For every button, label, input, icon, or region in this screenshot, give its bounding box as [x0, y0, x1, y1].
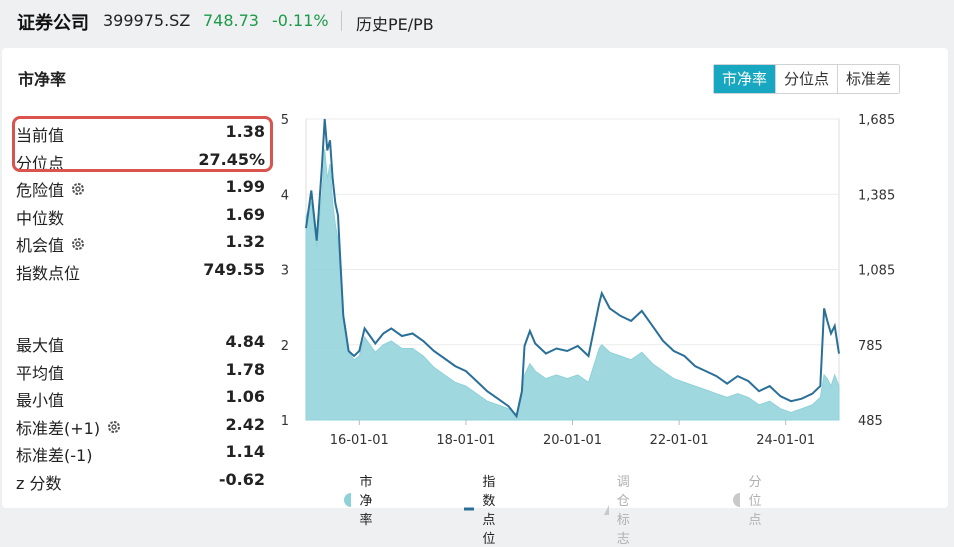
- stat-value: 749.55: [203, 259, 265, 279]
- stat-row: 标准差(+1) 2.42: [16, 412, 268, 438]
- y-right-tick: 785: [858, 339, 883, 354]
- stat-value: 27.45%: [198, 149, 265, 169]
- stat-label: 最大值: [16, 332, 64, 356]
- tab-pb[interactable]: 市净率: [714, 65, 776, 93]
- stat-value: 1.99: [225, 177, 265, 196]
- y-right-tick: 1,085: [858, 264, 895, 279]
- stat-label-text: 平均值: [16, 363, 65, 383]
- stat-label-text: 当前值: [16, 126, 65, 145]
- circle-icon: [733, 492, 741, 507]
- index-price: 748.73: [203, 11, 259, 30]
- stat-row: 标准差(-1) 1.14: [16, 439, 268, 465]
- legend-label: 市净率: [359, 475, 373, 528]
- y-left-tick: 1: [281, 414, 289, 429]
- tab-percentile[interactable]: 分位点: [775, 65, 838, 93]
- gear-icon[interactable]: [70, 181, 86, 197]
- index-code: 399975.SZ: [103, 11, 191, 30]
- gear-icon[interactable]: [70, 236, 86, 252]
- stat-label-text: 中位数: [16, 208, 65, 228]
- stat-row: 最小值 1.06: [16, 384, 268, 410]
- legend-index[interactable]: 指数点位: [464, 471, 507, 547]
- stat-row: 最大值 4.84: [16, 329, 268, 355]
- gear-icon[interactable]: [106, 419, 122, 435]
- stat-row: 平均值 1.78: [16, 357, 268, 383]
- stat-row: 危险值 1.99: [16, 174, 268, 200]
- stat-value: 1.78: [225, 359, 265, 379]
- stat-label-text: 机会值: [16, 236, 65, 255]
- view-tabs: 市净率 分位点 标准差: [713, 64, 901, 94]
- y-left-tick: 2: [281, 339, 289, 354]
- legend-rebalance[interactable]: 调仓标志: [603, 471, 638, 547]
- stat-label: 中位数: [16, 205, 64, 229]
- stat-label: 平均值: [16, 360, 64, 384]
- stat-row: 分位点 27.45%: [16, 147, 268, 173]
- stat-label-text: z 分数: [16, 473, 62, 493]
- index-name: 证券公司: [17, 13, 89, 34]
- stat-label-text: 标准差(+1): [16, 418, 101, 438]
- stat-label: 标准差(+1): [16, 415, 122, 439]
- history-pe-pb-link[interactable]: 历史PE/PB: [356, 15, 434, 34]
- stat-row: 机会值 1.32: [16, 229, 268, 255]
- stat-value: 1.06: [225, 387, 265, 406]
- filled-circle-icon: [344, 492, 352, 507]
- stat-value: 1.32: [225, 232, 265, 251]
- x-tick-label: 16-01-01: [330, 433, 389, 448]
- stat-row: 指数点位 749.55: [16, 257, 268, 283]
- x-tick-label: 24-01-01: [756, 433, 815, 448]
- stat-value: 2.42: [225, 414, 265, 434]
- stat-value: -0.62: [218, 469, 265, 489]
- header-divider: [341, 11, 342, 31]
- y-left-tick: 5: [281, 113, 289, 128]
- legend-pb[interactable]: 市净率: [343, 471, 380, 528]
- x-tick-label: 18-01-01: [436, 433, 495, 448]
- card-title: 市净率: [18, 70, 67, 89]
- stat-label: 最小值: [16, 387, 64, 411]
- y-right-tick: 1,685: [858, 113, 895, 128]
- y-left-tick: 3: [281, 264, 289, 279]
- pb-chart: 1 485 2 785 3 1,085 4 1,385 5 1,685 16-01-01 18-01-…: [281, 113, 896, 448]
- page-header: 证券公司 399975.SZ 748.73 -0.11% 历史PE/PB: [0, 0, 954, 44]
- index-change: -0.11%: [272, 11, 329, 30]
- stat-label-text: 最大值: [16, 336, 65, 355]
- stat-label-text: 分位点: [16, 153, 65, 173]
- stat-label: 危险值: [16, 177, 86, 201]
- stat-label: 机会值: [16, 232, 86, 256]
- triangle-icon: [604, 505, 609, 515]
- y-right-tick: 1,385: [858, 188, 895, 203]
- stat-value: 1.14: [225, 442, 265, 461]
- stat-label: 当前值: [16, 122, 64, 146]
- stat-label: 指数点位: [16, 260, 80, 284]
- stat-label: 分位点: [16, 150, 64, 174]
- y-right-tick: 485: [858, 414, 883, 429]
- stat-row: 中位数 1.69: [16, 202, 268, 228]
- stat-label-text: 标准差(-1): [16, 446, 93, 465]
- stat-value: 4.84: [225, 332, 265, 351]
- legend-percentile[interactable]: 分位点: [732, 471, 769, 528]
- index-line: [305, 118, 840, 419]
- x-tick-label: 20-01-01: [543, 433, 602, 448]
- stat-value: 1.38: [225, 122, 265, 141]
- y-left-tick: 4: [281, 188, 289, 203]
- stat-label-text: 危险值: [16, 181, 65, 200]
- stat-label: 标准差(-1): [16, 442, 92, 466]
- legend-label: 调仓标志: [616, 475, 630, 547]
- x-tick-label: 22-01-01: [650, 433, 709, 448]
- tab-std-dev[interactable]: 标准差: [837, 65, 900, 93]
- stat-label-text: 指数点位: [16, 263, 81, 283]
- stat-value: 1.69: [225, 204, 265, 224]
- stat-row: z 分数 -0.62: [16, 467, 268, 493]
- legend-label: 分位点: [748, 475, 762, 528]
- stat-row: 当前值 1.38: [16, 119, 268, 145]
- line-icon: [464, 507, 475, 511]
- legend-label: 指数点位: [482, 475, 496, 547]
- stat-label-text: 最小值: [16, 391, 65, 410]
- stat-label: z 分数: [16, 470, 62, 494]
